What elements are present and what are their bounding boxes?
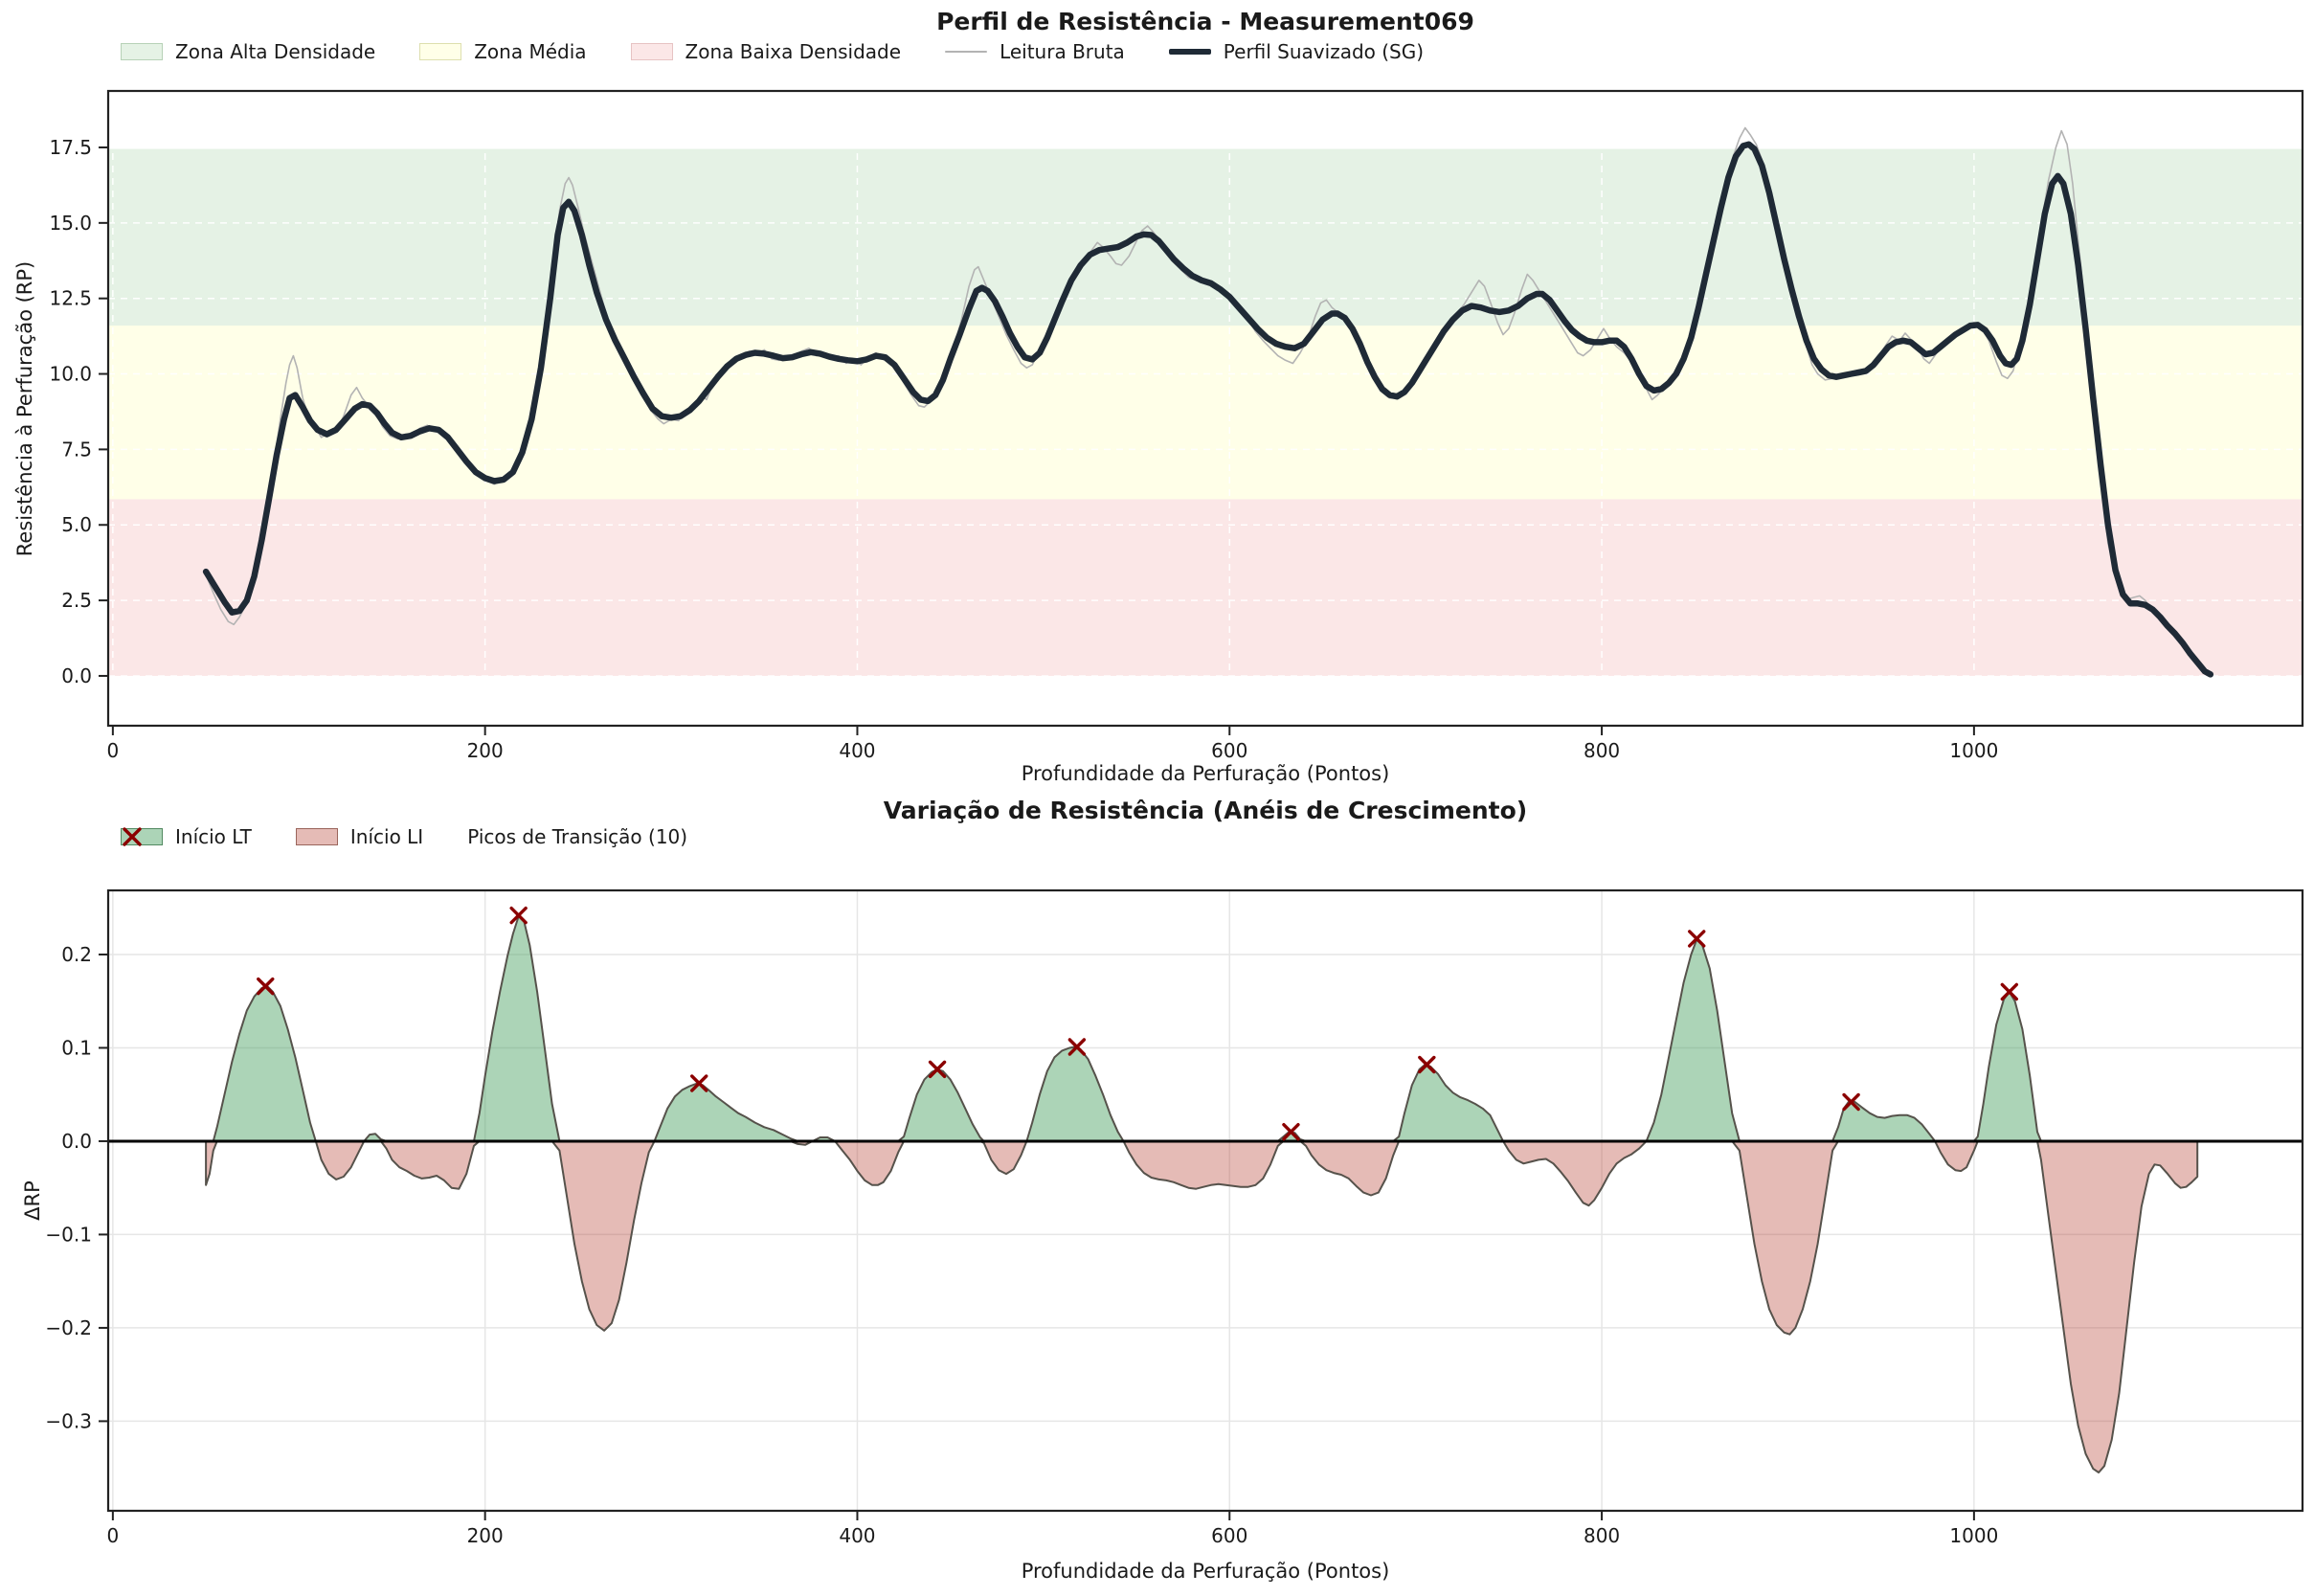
transition-peak-marker	[509, 906, 528, 925]
bottom-x-tick-label: 800	[1584, 1524, 1620, 1547]
legend-label: Início LT	[175, 825, 252, 848]
legend-item: Início LI	[295, 825, 424, 848]
legend-item: Zona Alta Densidade	[121, 40, 375, 63]
legend-label: Início LI	[349, 825, 424, 848]
legend-patch-swatch	[121, 828, 163, 845]
legend-patch-swatch	[630, 43, 673, 60]
legend-label: Leitura Bruta	[1000, 40, 1125, 63]
top-axes-frame	[106, 89, 2304, 728]
bottom-x-tick-label: 200	[467, 1524, 504, 1547]
bottom-x-tick-label: 1000	[1949, 1524, 1998, 1547]
top-chart-legend: Zona Alta Densidade Zona Média Zona Baixa …	[121, 40, 1424, 63]
density-zone-band	[108, 148, 2303, 326]
bottom-chart-title: Variação de Resistência (Anéis de Cresci…	[883, 797, 1528, 824]
top-y-tick-label: 17.5	[49, 136, 92, 159]
x-marker-icon	[123, 827, 142, 846]
bottom-y-tick-label: −0.3	[45, 1409, 92, 1432]
transition-peak-marker	[1842, 1092, 1860, 1112]
legend-label: Zona Baixa Densidade	[685, 40, 902, 63]
top-y-tick-label: 2.5	[61, 589, 92, 612]
bottom-y-tick-label: 0.2	[61, 943, 92, 966]
legend-item: Zona Baixa Densidade	[630, 40, 902, 63]
bottom-y-tick-label: −0.2	[45, 1316, 92, 1339]
legend-label: Zona Média	[474, 40, 587, 63]
top-y-tick-label: 15.0	[49, 212, 92, 235]
smoothed-profile-line	[202, 141, 2214, 678]
top-x-tick-label: 400	[839, 739, 875, 762]
transition-peak-marker	[1418, 1055, 1436, 1074]
top-y-tick-label: 7.5	[61, 438, 92, 461]
density-zone-band	[108, 326, 2303, 500]
density-zone-band	[108, 499, 2303, 676]
bottom-x-axis-label: Profundidade da Perfuração (Pontos)	[1021, 1560, 1390, 1583]
top-y-tick-label: 5.0	[61, 513, 92, 536]
transition-peak-marker	[928, 1060, 947, 1079]
bottom-x-tick-label: 0	[106, 1524, 119, 1547]
legend-item: Início LT	[121, 825, 252, 848]
top-x-tick-label: 200	[467, 739, 504, 762]
transition-peak-marker	[2000, 982, 2019, 1001]
top-y-axis-label: Resistência à Perfuração (RP)	[13, 260, 36, 557]
transition-peak-marker	[257, 977, 275, 996]
bottom-y-tick-label: 0.1	[61, 1036, 92, 1059]
legend-label: Picos de Transição (10)	[467, 825, 688, 848]
legend-item: Leitura Bruta	[945, 40, 1125, 63]
legend-label: Perfil Suavizado (SG)	[1223, 40, 1425, 63]
bottom-axes-frame	[106, 888, 2304, 1513]
transition-peak-marker	[1282, 1123, 1300, 1141]
delta-positive-fill	[205, 915, 2199, 1142]
legend-item: Picos de Transição (10)	[123, 825, 688, 848]
bottom-y-axis-label: ΔRP	[21, 1180, 44, 1221]
top-x-tick-label: 600	[1211, 739, 1247, 762]
bottom-x-tick-label: 400	[839, 1524, 875, 1547]
bottom-y-tick-label: −0.1	[45, 1223, 92, 1246]
bottom-y-tick-label: 0.0	[61, 1130, 92, 1153]
bottom-x-tick-label: 600	[1211, 1524, 1247, 1547]
legend-patch-swatch	[121, 43, 163, 60]
transition-peak-marker	[1067, 1038, 1087, 1056]
transition-peak-marker	[1688, 930, 1706, 948]
legend-item: Zona Média	[419, 40, 587, 63]
top-chart-title: Perfil de Resistência - Measurement069	[936, 8, 1474, 35]
top-y-tick-label: 0.0	[61, 664, 92, 687]
legend-patch-swatch	[295, 828, 338, 845]
legend-label: Zona Alta Densidade	[175, 40, 376, 63]
top-x-axis-label: Profundidade da Perfuração (Pontos)	[1021, 762, 1390, 785]
legend-line-swatch	[1168, 49, 1211, 55]
legend-patch-swatch	[419, 43, 462, 60]
legend-item: Perfil Suavizado (SG)	[1168, 40, 1425, 63]
transition-peak-marker	[690, 1074, 708, 1092]
top-x-tick-label: 0	[106, 739, 119, 762]
top-y-tick-label: 12.5	[49, 287, 92, 310]
top-x-tick-label: 1000	[1949, 739, 1998, 762]
bottom-chart-legend: Início LT Início LI Picos de Transição (10…	[121, 825, 687, 848]
delta-negative-fill	[205, 1139, 2199, 1473]
top-y-tick-label: 10.0	[49, 363, 92, 386]
legend-line-swatch	[945, 51, 988, 53]
top-x-tick-label: 800	[1584, 739, 1620, 762]
